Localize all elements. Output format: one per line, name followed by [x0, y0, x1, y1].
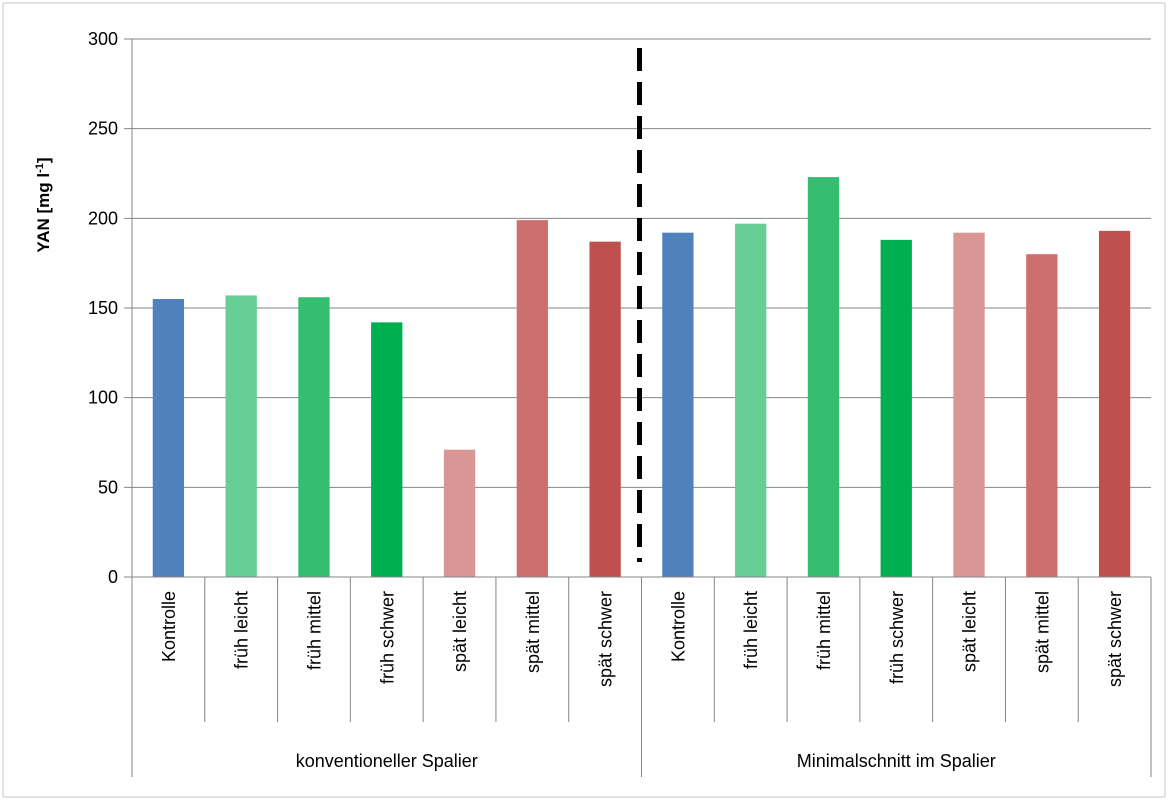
x-tick-label: früh mittel [814, 591, 834, 670]
y-tick-label: 150 [88, 298, 118, 318]
group-label: Minimalschnitt im Spalier [797, 751, 996, 771]
bar [662, 232, 694, 577]
bar [589, 241, 621, 577]
bars [152, 177, 1131, 578]
bar [516, 220, 548, 578]
y-tick-label: 50 [98, 477, 118, 497]
y-tick-label: 300 [88, 29, 118, 49]
bar [371, 322, 403, 577]
bar [953, 232, 985, 577]
group-label: konventioneller Spalier [296, 751, 478, 771]
y-axis-label-sup: -1 [34, 163, 46, 173]
x-tick-label: spät leicht [450, 591, 470, 672]
x-tick-label: Kontrolle [159, 591, 179, 662]
bar [1026, 254, 1058, 577]
y-tick-label: 0 [108, 567, 118, 587]
x-tick-label: spät schwer [1105, 591, 1125, 687]
x-tick-label: früh schwer [377, 591, 397, 684]
x-axis: Kontrolle früh leicht früh mittel früh schw… [131, 39, 1152, 777]
bar [807, 177, 840, 577]
bar [152, 299, 185, 577]
x-tick-label: spät mittel [523, 591, 543, 673]
y-tick-labels: 0 50 100 150 200 250 300 [88, 29, 118, 587]
bar [298, 297, 330, 577]
y-tick-label: 250 [88, 119, 118, 139]
y-axis-label-end: ] [34, 157, 53, 163]
y-tick-label: 200 [88, 208, 118, 228]
y-tick-label: 100 [88, 388, 118, 408]
y-axis-label: YAN [mg l-1] [34, 157, 53, 252]
x-tick-label: Kontrolle [668, 591, 688, 662]
x-tick-label: früh schwer [887, 591, 907, 684]
bar [443, 449, 476, 577]
x-tick-label: spät leicht [960, 591, 980, 672]
bar [735, 223, 767, 578]
x-tick-label: früh mittel [304, 591, 324, 670]
x-tick-label: früh leicht [741, 591, 761, 669]
bar [880, 239, 912, 577]
x-tick-label: spät mittel [1032, 591, 1052, 673]
y-axis-label-main: YAN [mg l [34, 173, 53, 253]
bar [1098, 230, 1131, 578]
x-tick-label: spät schwer [596, 591, 616, 687]
x-tick-label: früh leicht [232, 591, 252, 669]
bar [225, 295, 257, 577]
